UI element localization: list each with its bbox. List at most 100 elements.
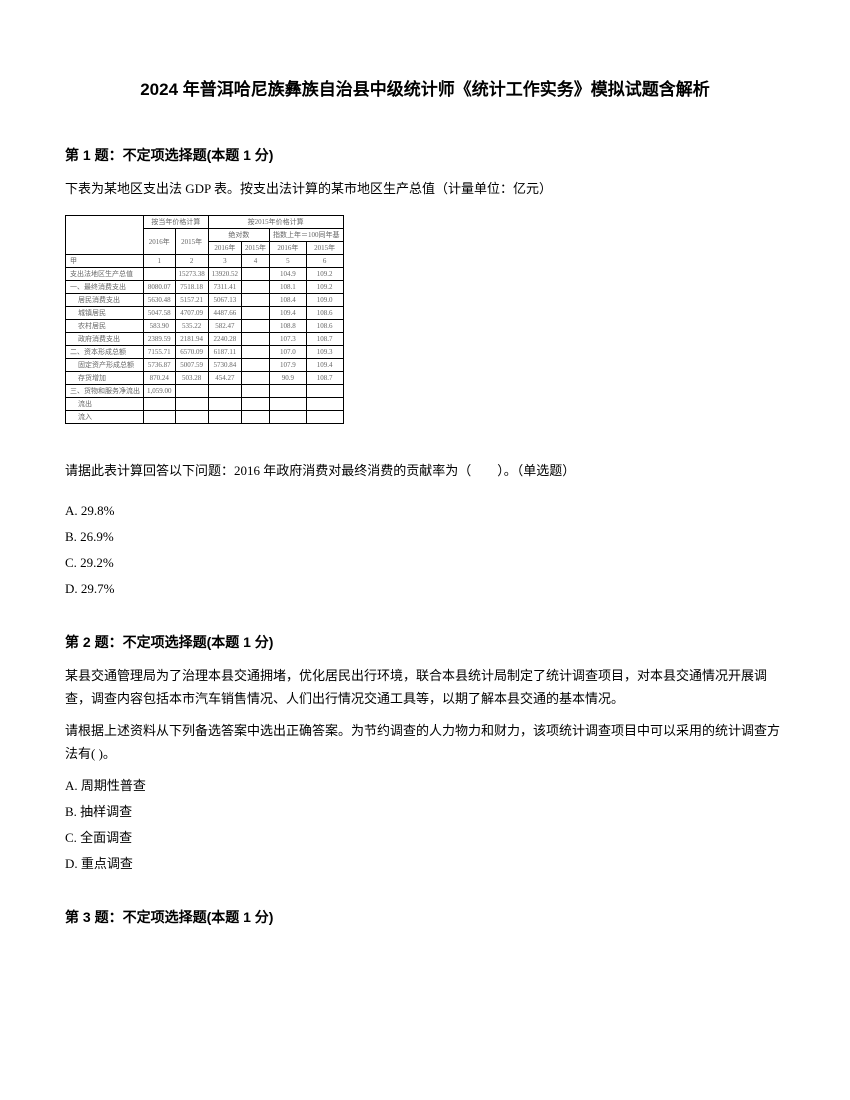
q1-option-b: B. 26.9% bbox=[65, 524, 785, 550]
row-label: 二、资本形成总额 bbox=[66, 346, 144, 359]
table-jia: 甲 bbox=[66, 255, 144, 268]
table-row: 农村居民583.90535.22582.47108.8108.6 bbox=[66, 320, 344, 333]
q2-header: 第 2 题：不定项选择题(本题 1 分) bbox=[65, 632, 785, 652]
table-row: 三、货物和服务净流出1,059.00 bbox=[66, 385, 344, 398]
row-label: 农村居民 bbox=[66, 320, 144, 333]
table-cell: 108.6 bbox=[306, 307, 343, 320]
table-cell: 2181.94 bbox=[175, 333, 208, 346]
table-cell: 454.27 bbox=[208, 372, 241, 385]
gdp-table: 按当年价格计算 按2015年价格计算 2016年 2015年 绝对数 指数上年＝… bbox=[65, 215, 344, 424]
table-cell: 7155.71 bbox=[144, 346, 176, 359]
q2-option-a: A. 周期性普查 bbox=[65, 773, 785, 799]
table-cell: 503.28 bbox=[175, 372, 208, 385]
table-cell bbox=[270, 411, 307, 424]
table-cell bbox=[242, 333, 270, 346]
row-label: 三、货物和服务净流出 bbox=[66, 385, 144, 398]
table-cell: 8080.07 bbox=[144, 281, 176, 294]
table-header-2015: 2015年 bbox=[175, 229, 208, 255]
table-subheader: 2015年 bbox=[242, 242, 270, 255]
table-cell: 107.9 bbox=[270, 359, 307, 372]
table-cell: 7518.18 bbox=[175, 281, 208, 294]
table-cell: 5007.59 bbox=[175, 359, 208, 372]
table-cell: 6570.09 bbox=[175, 346, 208, 359]
table-cell: 109.0 bbox=[306, 294, 343, 307]
table-cell bbox=[175, 411, 208, 424]
q1-option-a: A. 29.8% bbox=[65, 498, 785, 524]
table-row: 存货增加870.24503.28454.2790.9108.7 bbox=[66, 372, 344, 385]
table-cell: 108.4 bbox=[270, 294, 307, 307]
table-cell bbox=[306, 385, 343, 398]
table-cell bbox=[208, 385, 241, 398]
table-cell bbox=[175, 385, 208, 398]
table-row: 固定资产形成总额5736.875007.595730.84107.9109.4 bbox=[66, 359, 344, 372]
table-cell bbox=[208, 411, 241, 424]
table-row: 居民消费支出5630.485157.215067.13 108.4109.0 bbox=[66, 294, 344, 307]
table-row: 流入 bbox=[66, 411, 344, 424]
table-cell: 108.6 bbox=[306, 320, 343, 333]
q1-prompt: 请据此表计算回答以下问题：2016 年政府消费对最终消费的贡献率为（ ）。（单选… bbox=[65, 459, 785, 482]
table-cell bbox=[208, 398, 241, 411]
table-cell: 108.7 bbox=[306, 372, 343, 385]
table-cell bbox=[144, 268, 176, 281]
row-label: 城镇居民 bbox=[66, 307, 144, 320]
table-num: 3 bbox=[208, 255, 241, 268]
table-cell: 5067.13 bbox=[208, 294, 241, 307]
table-cell: 107.3 bbox=[270, 333, 307, 346]
table-header-index: 指数上年＝100同年基 bbox=[270, 229, 344, 242]
table-cell: 5157.21 bbox=[175, 294, 208, 307]
table-cell: 108.7 bbox=[306, 333, 343, 346]
row-label: 流入 bbox=[66, 411, 144, 424]
table-cell: 5630.48 bbox=[144, 294, 176, 307]
table-header-2016: 2016年 bbox=[144, 229, 176, 255]
table-cell bbox=[242, 398, 270, 411]
table-cell: 5047.58 bbox=[144, 307, 176, 320]
table-subheader: 2016年 bbox=[208, 242, 241, 255]
table-cell bbox=[306, 398, 343, 411]
table-subheader: 2015年 bbox=[306, 242, 343, 255]
table-cell: 108.1 bbox=[270, 281, 307, 294]
table-cell bbox=[144, 411, 176, 424]
table-cell: 535.22 bbox=[175, 320, 208, 333]
table-cell: 13920.52 bbox=[208, 268, 241, 281]
table-cell: 6187.11 bbox=[208, 346, 241, 359]
table-cell: 4487.66 bbox=[208, 307, 241, 320]
table-cell bbox=[242, 281, 270, 294]
table-cell: 109.2 bbox=[306, 268, 343, 281]
table-cell bbox=[242, 411, 270, 424]
row-label: 流出 bbox=[66, 398, 144, 411]
table-cell: 109.4 bbox=[306, 359, 343, 372]
table-cell: 109.2 bbox=[306, 281, 343, 294]
table-header-group2: 按2015年价格计算 bbox=[208, 216, 343, 229]
table-cell bbox=[175, 398, 208, 411]
q2-option-c: C. 全面调查 bbox=[65, 825, 785, 851]
q1-option-d: D. 29.7% bbox=[65, 576, 785, 602]
table-header-abs: 绝对数 bbox=[208, 229, 269, 242]
table-row: 二、资本形成总额7155.716570.096187.11 107.0109.3 bbox=[66, 346, 344, 359]
q2-intro2: 请根据上述资料从下列备选答案中选出正确答案。为节约调查的人力物力和财力，该项统计… bbox=[65, 719, 785, 766]
table-num: 6 bbox=[306, 255, 343, 268]
q1-option-c: C. 29.2% bbox=[65, 550, 785, 576]
table-cell bbox=[242, 268, 270, 281]
table-cell bbox=[242, 346, 270, 359]
table-row: 城镇居民5047.584707.094487.66109.4108.6 bbox=[66, 307, 344, 320]
table-cell: 2389.59 bbox=[144, 333, 176, 346]
table-cell bbox=[270, 385, 307, 398]
q1-intro: 下表为某地区支出法 GDP 表。按支出法计算的某市地区生产总值（计量单位：亿元） bbox=[65, 177, 785, 200]
table-cell bbox=[242, 372, 270, 385]
table-corner bbox=[66, 216, 144, 255]
table-cell: 5736.87 bbox=[144, 359, 176, 372]
table-cell bbox=[306, 411, 343, 424]
row-label: 固定资产形成总额 bbox=[66, 359, 144, 372]
table-cell: 109.3 bbox=[306, 346, 343, 359]
question-2: 第 2 题：不定项选择题(本题 1 分) 某县交通管理局为了治理本县交通拥堵，优… bbox=[65, 632, 785, 878]
q2-intro1: 某县交通管理局为了治理本县交通拥堵，优化居民出行环境，联合本县统计局制定了统计调… bbox=[65, 664, 785, 711]
table-cell bbox=[242, 320, 270, 333]
table-num: 1 bbox=[144, 255, 176, 268]
table-cell: 4707.09 bbox=[175, 307, 208, 320]
table-cell bbox=[144, 398, 176, 411]
table-cell bbox=[242, 385, 270, 398]
table-num: 2 bbox=[175, 255, 208, 268]
row-label: 居民消费支出 bbox=[66, 294, 144, 307]
table-cell: 107.0 bbox=[270, 346, 307, 359]
q2-option-d: D. 重点调查 bbox=[65, 851, 785, 877]
